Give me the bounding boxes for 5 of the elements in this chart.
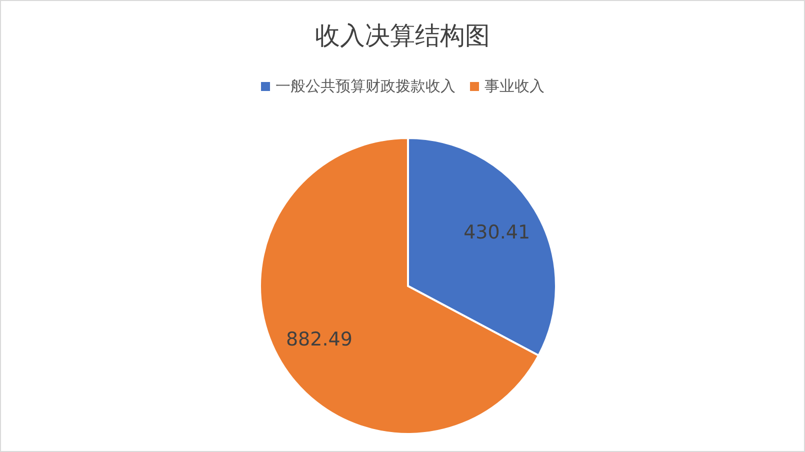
legend-label: 事业收入 — [484, 77, 544, 96]
legend-label: 一般公共预算财政拨款收入 — [276, 77, 456, 96]
chart-title: 收入决算结构图 — [314, 20, 491, 52]
data-label: 430.41 — [464, 222, 530, 244]
data-label: 882.49 — [286, 328, 352, 350]
